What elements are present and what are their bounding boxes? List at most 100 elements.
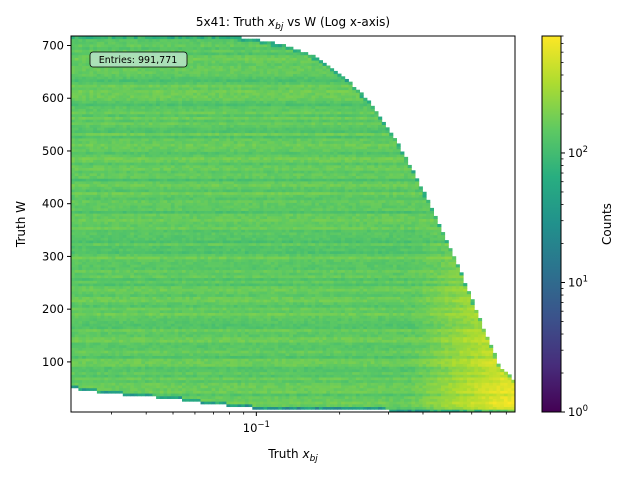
heatmap-cell — [71, 167, 76, 171]
heatmap-cell — [196, 140, 201, 144]
heatmap-cell — [182, 178, 187, 182]
heatmap-cell — [204, 127, 209, 131]
heatmap-cell — [204, 70, 209, 74]
heatmap-cell — [104, 49, 109, 53]
heatmap-cell — [130, 377, 135, 381]
heatmap-cell — [185, 237, 190, 241]
heatmap-cell — [104, 226, 109, 230]
heatmap-cell — [178, 151, 183, 155]
heatmap-cell — [96, 95, 101, 99]
heatmap-cell — [163, 138, 168, 142]
heatmap-cell — [78, 172, 83, 177]
heatmap-cell — [71, 87, 76, 91]
heatmap-cell — [178, 256, 183, 260]
heatmap-cell — [189, 121, 194, 126]
heatmap-cell — [82, 113, 87, 117]
heatmap-cell — [100, 111, 105, 115]
heatmap-cell — [204, 221, 209, 225]
heatmap-cell — [108, 100, 113, 104]
heatmap-cell — [189, 76, 194, 80]
heatmap-cell — [115, 242, 120, 246]
heatmap-cell — [122, 207, 127, 211]
heatmap-cell — [100, 84, 105, 88]
heatmap-cell — [78, 331, 83, 335]
heatmap-cell — [108, 167, 113, 171]
heatmap-cell — [167, 301, 172, 305]
heatmap-cell — [115, 237, 120, 241]
heatmap-cell — [141, 328, 146, 332]
heatmap-cell — [145, 258, 150, 262]
heatmap-cell — [126, 159, 131, 163]
heatmap-cell — [111, 328, 116, 332]
heatmap-cell — [119, 100, 124, 104]
heatmap-cell — [74, 167, 79, 171]
heatmap-cell — [204, 277, 209, 281]
heatmap-cell — [167, 148, 172, 152]
heatmap-cell — [82, 221, 87, 225]
heatmap-cell — [185, 261, 190, 265]
heatmap-cell — [170, 36, 175, 40]
heatmap-cell — [100, 162, 105, 166]
heatmap-cell — [85, 224, 90, 228]
heatmap-cell — [119, 170, 124, 174]
heatmap-cell — [193, 68, 198, 72]
heatmap-cell — [200, 36, 205, 40]
heatmap-cell — [159, 248, 164, 252]
heatmap-cell — [78, 140, 83, 144]
heatmap-cell — [71, 38, 76, 42]
heatmap-cell — [122, 275, 127, 279]
heatmap-cell — [119, 312, 124, 316]
heatmap-cell — [159, 143, 164, 147]
heatmap-cell — [126, 296, 131, 300]
heatmap-cell — [115, 124, 120, 128]
heatmap-cell — [174, 240, 179, 244]
heatmap-cell — [141, 334, 146, 338]
heatmap-cell — [167, 143, 172, 147]
heatmap-cell — [137, 277, 142, 281]
heatmap-cell — [104, 46, 109, 50]
heatmap-cell — [204, 395, 209, 399]
heatmap-cell — [115, 342, 120, 346]
heatmap-cell — [178, 272, 183, 276]
heatmap-cell — [204, 320, 209, 324]
heatmap-cell — [167, 350, 172, 354]
heatmap-cell — [159, 390, 164, 394]
heatmap-cell — [96, 390, 101, 394]
heatmap-cell — [170, 377, 175, 381]
heatmap-cell — [141, 189, 146, 193]
heatmap-cell — [193, 146, 198, 150]
heatmap-cell — [182, 124, 187, 128]
heatmap-cell — [122, 87, 127, 91]
heatmap-cell — [204, 226, 209, 230]
heatmap-cell — [163, 301, 168, 305]
heatmap-cell — [111, 387, 116, 391]
heatmap-cell — [163, 237, 168, 241]
heatmap-cell — [152, 350, 157, 354]
heatmap-cell — [133, 393, 138, 397]
heatmap-cell — [133, 266, 138, 271]
heatmap-cell — [100, 323, 105, 327]
heatmap-cell — [126, 199, 131, 203]
heatmap-cell — [156, 156, 161, 160]
heatmap-cell — [174, 156, 179, 160]
heatmap-cell — [96, 309, 101, 314]
heatmap-cell — [170, 363, 175, 367]
heatmap-cell — [145, 156, 150, 160]
heatmap-cell — [89, 318, 94, 322]
heatmap-cell — [96, 148, 101, 152]
heatmap-cell — [119, 272, 124, 276]
heatmap-cell — [170, 240, 175, 244]
heatmap-cell — [133, 181, 138, 185]
heatmap-cell — [196, 336, 201, 340]
heatmap-cell — [185, 140, 190, 144]
heatmap-cell — [148, 210, 153, 214]
heatmap-cell — [126, 307, 131, 311]
heatmap-cell — [163, 309, 168, 314]
heatmap-cell — [145, 41, 150, 45]
heatmap-cell — [111, 350, 116, 354]
heatmap-cell — [119, 81, 124, 85]
heatmap-cell — [189, 148, 194, 152]
heatmap-cell — [145, 97, 150, 101]
heatmap-cell — [196, 240, 201, 244]
heatmap-cell — [163, 264, 168, 268]
